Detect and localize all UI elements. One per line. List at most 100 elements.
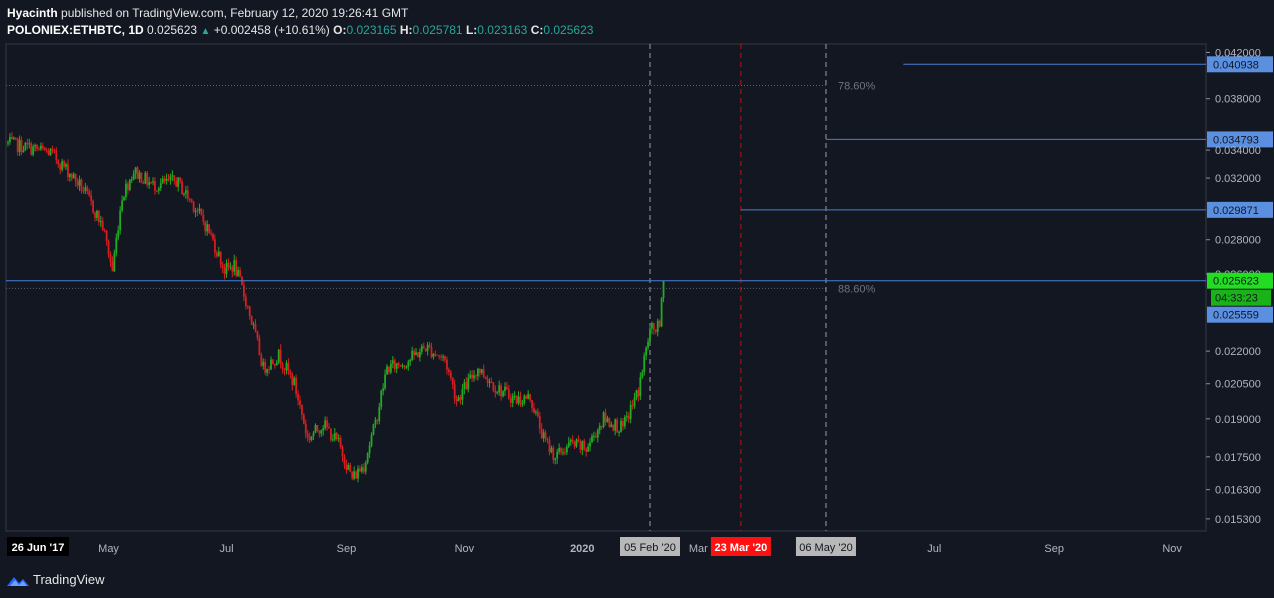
candle-body — [533, 407, 535, 413]
published-text: published on TradingView.com, February 1… — [61, 6, 409, 20]
time-tick-label: 26 Jun '17 — [12, 542, 65, 554]
candle-body — [283, 369, 286, 371]
candle-body — [627, 415, 630, 419]
candle-body — [144, 172, 147, 184]
candle-body — [550, 447, 553, 453]
candle-body — [494, 390, 497, 393]
candle-body — [417, 352, 419, 358]
candle-body — [525, 395, 528, 399]
candle-body — [484, 376, 487, 379]
candle-body — [656, 320, 659, 332]
candle-body — [140, 172, 143, 184]
candle-body — [531, 400, 533, 408]
candle-body — [654, 329, 657, 332]
candle-body — [268, 369, 270, 371]
candle-body — [82, 190, 85, 192]
candle-body — [297, 393, 299, 401]
candle-body — [384, 374, 386, 389]
candle-body — [600, 425, 603, 427]
candle-body — [449, 372, 452, 378]
candle-body — [150, 182, 152, 184]
tradingview-brand[interactable]: TradingView — [33, 572, 105, 587]
candle-body — [55, 150, 58, 161]
candle-body — [598, 425, 601, 431]
tradingview-logo-icon[interactable] — [6, 574, 30, 588]
candle-body — [310, 436, 313, 441]
candle-body — [223, 267, 226, 274]
candle-body — [80, 179, 83, 191]
candle-body — [378, 407, 381, 421]
candle-body — [328, 427, 330, 429]
candle-body — [629, 404, 632, 419]
candle-body — [281, 364, 284, 370]
candle-body — [41, 145, 44, 148]
last-price-tag — [1207, 272, 1273, 289]
candle-body — [482, 369, 485, 377]
candle-body — [395, 363, 398, 369]
candle-body — [519, 396, 522, 405]
candle-body — [291, 374, 294, 385]
time-axis[interactable]: 26 Jun '17 May Jul Sep Nov 2020 05 Feb '20 Mar 2… — [7, 537, 1182, 556]
candle-body — [502, 391, 504, 397]
price-tick-label: 0.017500 — [1215, 452, 1261, 464]
candle-body — [473, 375, 475, 379]
candle-body — [343, 456, 346, 465]
candle-body — [515, 395, 518, 404]
candle-body — [382, 388, 385, 391]
candle-body — [535, 411, 537, 413]
candle-body — [119, 210, 122, 231]
candle-body — [63, 161, 65, 167]
candle-body — [314, 425, 317, 433]
time-marker-box — [795, 537, 856, 556]
candle-body — [159, 183, 162, 189]
candle-body — [190, 199, 193, 202]
candle-body — [393, 360, 396, 369]
candles — [7, 131, 665, 483]
author-name[interactable]: Hyacinth — [7, 6, 58, 20]
candle-body — [204, 221, 207, 232]
candle-body — [594, 435, 597, 438]
candle-body — [217, 251, 220, 257]
change-value: +0.002458 (+10.61%) — [213, 23, 330, 37]
candle-body — [225, 262, 228, 274]
candle-body — [322, 428, 325, 431]
candle-body — [606, 418, 609, 423]
candle-body — [167, 178, 170, 180]
candle-body — [517, 396, 520, 404]
candle-body — [330, 428, 332, 440]
candle-body — [173, 175, 176, 181]
low-label: L: — [465, 23, 478, 37]
candle-body — [299, 400, 301, 406]
triangle-up-icon: ▲ — [200, 26, 211, 37]
candle-body — [558, 447, 561, 452]
candle-body — [246, 306, 249, 308]
candle-body — [59, 164, 62, 170]
candle-body — [424, 348, 427, 352]
candle-body — [20, 139, 23, 153]
candle-body — [409, 359, 412, 362]
candle-body — [227, 262, 230, 268]
horizontal-lines[interactable]: 0.040938 0.034793 0.029871 — [6, 56, 1273, 282]
price-tick-label: 0.042000 — [1215, 47, 1261, 59]
time-tick-label: Sep — [1044, 543, 1064, 555]
candle-body — [372, 424, 375, 435]
candle-body — [540, 428, 543, 439]
candle-body — [554, 458, 557, 460]
horizontal-level-tag — [1207, 131, 1273, 148]
candle-body — [233, 260, 236, 272]
candle-body — [43, 147, 46, 151]
candle-body — [65, 164, 67, 167]
candle-body — [405, 366, 408, 368]
candle-body — [353, 471, 356, 479]
ohlc-line: POLONIEX:ETHBTC, 1D 0.025623 ▲ +0.002458… — [7, 23, 593, 37]
candle-body — [10, 137, 13, 140]
candle-body — [403, 365, 406, 367]
price-axis[interactable]: 0.042000 0.038000 0.034000 0.032000 0.028000… — [1206, 47, 1261, 526]
candle-body — [370, 434, 373, 446]
candle-body — [161, 178, 164, 184]
candle-body — [506, 386, 508, 390]
candle-body — [123, 197, 125, 201]
candle-body — [585, 448, 588, 452]
candle-body — [633, 397, 636, 406]
price-chart[interactable]: 78.60% 88.60% 0.040938 0.034793 0.029871 0.… — [0, 0, 1274, 562]
